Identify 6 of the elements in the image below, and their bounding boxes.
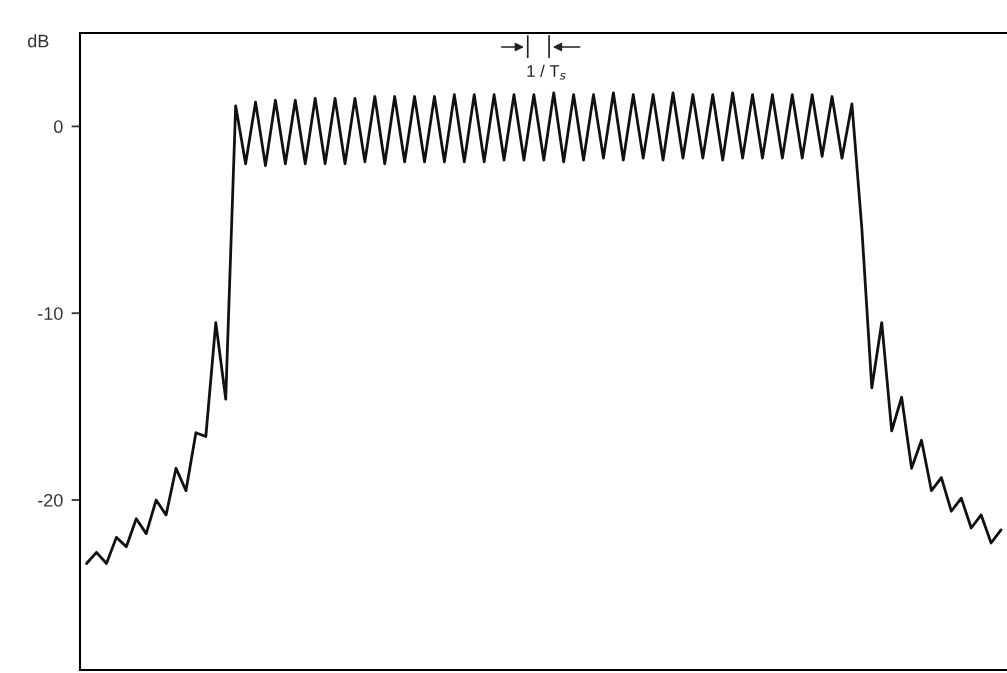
y-tick-label: 0: [54, 120, 63, 134]
y-tick-label: -10: [38, 307, 63, 320]
annotation: 1 / T$_{s}$: [527, 64, 566, 80]
y-axis-title: dB: [28, 34, 49, 48]
line-series: [85, 91, 1003, 565]
y-tick-label: -20: [38, 493, 63, 507]
